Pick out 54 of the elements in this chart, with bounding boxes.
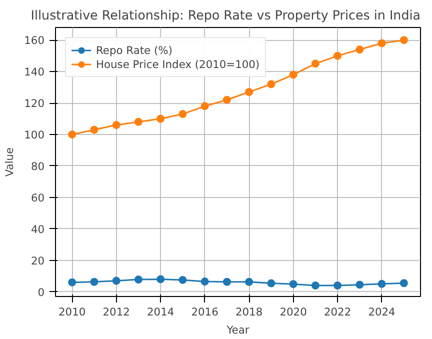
- point: [68, 130, 76, 138]
- x-tick-label: 2018: [236, 306, 263, 318]
- point: [222, 278, 231, 286]
- point: [378, 280, 386, 288]
- y-tick-label: 20: [30, 254, 45, 268]
- point: [289, 70, 298, 79]
- y-tick-label: 140: [24, 66, 45, 79]
- point: [134, 118, 142, 126]
- point: [68, 278, 76, 286]
- point: [378, 39, 386, 48]
- point: [178, 276, 187, 284]
- x-tick-label: 2012: [102, 306, 130, 318]
- point: [200, 102, 209, 110]
- point: [245, 278, 254, 286]
- point: [267, 80, 276, 88]
- point: [245, 88, 254, 96]
- y-tick-label: 60: [30, 191, 45, 204]
- y-tick-label: 0: [38, 286, 45, 299]
- point: [112, 276, 120, 285]
- point: [267, 279, 276, 288]
- point: [134, 276, 142, 284]
- chart-title: Illustrative Relationship: Repo Rate vs Property Prices in India: [30, 8, 421, 22]
- legend-label: House Price Index (2010=100): [96, 57, 260, 71]
- point: [200, 278, 209, 286]
- x-tick-label: 2014: [147, 306, 174, 318]
- x-tick-label: 2016: [191, 306, 219, 318]
- y-tick-label: 80: [30, 160, 45, 173]
- point: [156, 275, 165, 284]
- point: [90, 278, 98, 286]
- x-tick-label: 2020: [280, 306, 308, 318]
- point: [112, 121, 120, 130]
- legend-label: Repo Rate (%): [96, 43, 172, 57]
- x-tick-label: 2022: [324, 306, 352, 318]
- point: [356, 280, 364, 289]
- point: [90, 126, 98, 134]
- y-tick-label: 40: [30, 222, 45, 236]
- y-tick-label: 160: [24, 34, 45, 48]
- point: [222, 96, 231, 104]
- point: [289, 280, 298, 288]
- point: [178, 110, 187, 118]
- point: [311, 60, 320, 68]
- x-axis-title: Year: [226, 324, 250, 336]
- x-tick-label: 2010: [58, 306, 86, 318]
- y-axis-title: Value: [3, 147, 16, 177]
- y-tick-label: 100: [24, 128, 45, 142]
- x-tick-label: 2024: [368, 306, 396, 318]
- y-tick-label: 120: [24, 97, 45, 110]
- point: [400, 36, 408, 44]
- point: [356, 46, 364, 54]
- point: [400, 279, 408, 288]
- point: [334, 281, 342, 290]
- point: [311, 281, 320, 290]
- point: [156, 114, 165, 123]
- point: [334, 52, 342, 60]
